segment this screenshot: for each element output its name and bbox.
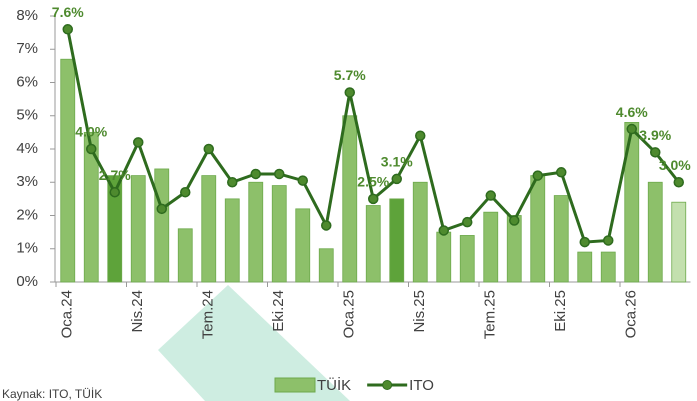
x-tick-label: Oca.26 <box>623 290 640 338</box>
line-point <box>580 238 589 247</box>
x-tick-label: Nis.24 <box>129 290 146 333</box>
line-point <box>228 178 237 187</box>
bar <box>648 182 662 282</box>
y-tick-label: 4% <box>16 140 38 157</box>
bar <box>272 186 286 282</box>
line-point <box>627 125 636 134</box>
line-point <box>87 145 96 154</box>
bar <box>437 232 451 282</box>
data-label: 3.0% <box>659 157 691 173</box>
data-label: 3.9% <box>639 127 671 143</box>
line-point <box>557 168 566 177</box>
bar <box>390 199 404 282</box>
x-tick-label: Oca.25 <box>341 290 358 338</box>
legend-label: TÜİK <box>317 376 351 394</box>
bar <box>601 252 615 282</box>
line-point <box>322 221 331 230</box>
line-point <box>181 188 190 197</box>
y-tick-label: 5% <box>16 107 38 124</box>
y-tick-label: 2% <box>16 206 38 223</box>
y-tick-label: 6% <box>16 73 38 90</box>
bar <box>178 229 192 282</box>
bar <box>531 176 545 282</box>
line-point <box>204 145 213 154</box>
line-point <box>416 131 425 140</box>
bar <box>672 202 686 282</box>
bar <box>155 169 169 282</box>
bar <box>61 59 75 282</box>
line-point <box>134 138 143 147</box>
bar <box>366 206 380 282</box>
y-tick-label: 3% <box>16 173 38 190</box>
x-tick-label: Eki.25 <box>552 290 569 332</box>
data-label: 2.5% <box>357 174 389 190</box>
bar <box>343 116 357 282</box>
data-label: 4.0% <box>75 124 107 140</box>
line-point <box>486 191 495 200</box>
bar <box>249 182 263 282</box>
legend-swatch <box>383 381 392 390</box>
bar <box>484 212 498 282</box>
bar <box>131 176 145 282</box>
line-point <box>533 171 542 180</box>
bar <box>460 235 474 282</box>
line-point <box>651 148 660 157</box>
x-tick-label: Eki.24 <box>270 290 287 332</box>
bar <box>84 132 98 282</box>
y-tick-label: 7% <box>16 40 38 57</box>
line-point <box>369 194 378 203</box>
line-point <box>345 88 354 97</box>
x-tick-label: Tem.24 <box>200 290 217 339</box>
line-point <box>439 226 448 235</box>
line-point <box>392 174 401 183</box>
data-label: 2.7% <box>99 167 131 183</box>
y-tick-label: 1% <box>16 240 38 257</box>
data-label: 4.6% <box>616 104 648 120</box>
bar <box>225 199 239 282</box>
line-point <box>63 25 72 34</box>
data-label: 5.7% <box>334 67 366 83</box>
x-tick-label: Tem.25 <box>482 290 499 339</box>
line-point <box>275 169 284 178</box>
line-point <box>674 178 683 187</box>
line-point <box>604 236 613 245</box>
bar <box>413 182 427 282</box>
data-label: 3.1% <box>381 154 413 170</box>
line-point <box>110 188 119 197</box>
x-tick-label: Oca.24 <box>59 290 76 338</box>
chart: 0% 1% 2% 3% 4% 5% 6% 7% 8% Oca.24 Nis.24 Tem.24 Eki.… <box>0 0 697 401</box>
line-point <box>157 204 166 213</box>
line-point <box>298 176 307 185</box>
legend-swatch <box>275 378 315 392</box>
plot-area: 0% 1% 2% 3% 4% 5% 6% 7% 8% Oca.24 Nis.24 Tem.24 Eki.… <box>16 4 691 394</box>
bar <box>319 249 333 282</box>
line-point <box>251 169 260 178</box>
bar <box>578 252 592 282</box>
line-point <box>510 216 519 225</box>
y-tick-label: 0% <box>16 273 38 290</box>
source-note: Kaynak: ITO, TÜİK <box>2 387 102 401</box>
bar <box>296 209 310 282</box>
bar <box>202 176 216 282</box>
line-point <box>463 218 472 227</box>
legend-label: ITO <box>409 377 434 394</box>
bar <box>554 196 568 282</box>
y-tick-label: 8% <box>16 7 38 24</box>
x-tick-label: Nis.25 <box>411 290 428 333</box>
data-label: 7.6% <box>52 4 84 20</box>
